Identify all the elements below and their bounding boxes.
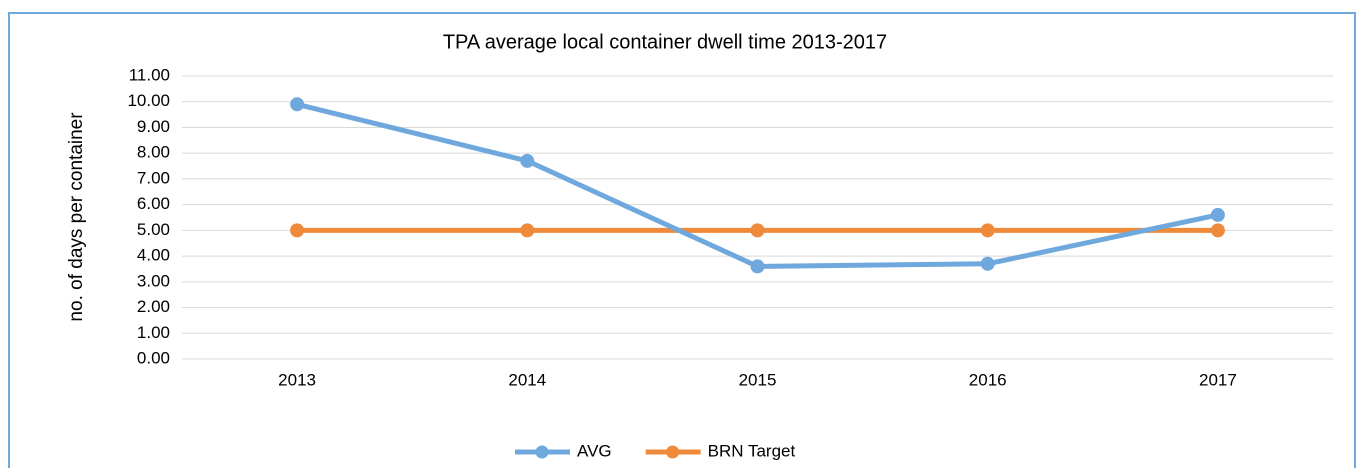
y-tick-label: 5.00: [137, 220, 170, 239]
y-tick-label: 8.00: [137, 143, 170, 162]
legend-label: BRN Target: [708, 441, 796, 460]
y-tick-label: 11.00: [129, 65, 170, 84]
y-axis-label: no. of days per container: [66, 112, 87, 322]
point: [980, 256, 995, 271]
x-tick-label: 2016: [969, 370, 1007, 389]
chart-title: TPA average local container dwell time 2…: [443, 31, 887, 53]
y-tick-label: 1.00: [137, 323, 170, 342]
x-tick-label: 2013: [278, 370, 316, 389]
point: [520, 223, 535, 238]
point: [1210, 223, 1225, 238]
point: [520, 153, 535, 168]
series-line: [296, 101, 1219, 269]
x-tick-label: 2014: [508, 370, 546, 389]
y-tick-label: 3.00: [137, 271, 170, 290]
point: [750, 223, 765, 238]
y-tick-label: 0.00: [137, 348, 170, 367]
y-tick-label: 2.00: [137, 297, 170, 316]
point: [290, 223, 305, 238]
point: [750, 259, 765, 274]
x-tick-label: 2017: [1199, 370, 1237, 389]
y-tick-label: 10.00: [127, 91, 170, 110]
point: [290, 97, 305, 112]
y-tick-label: 9.00: [137, 117, 170, 136]
y-tick-label: 7.00: [137, 168, 170, 187]
point: [980, 223, 995, 238]
y-tick-label: 6.00: [137, 194, 170, 213]
legend-marker: [535, 445, 549, 459]
x-tick-label: 2015: [739, 370, 777, 389]
point: [1210, 207, 1225, 222]
y-tick-label: 4.00: [137, 246, 170, 265]
legend-marker: [666, 445, 680, 459]
legend-label: AVG: [577, 441, 612, 460]
frame: [8, 12, 1356, 473]
